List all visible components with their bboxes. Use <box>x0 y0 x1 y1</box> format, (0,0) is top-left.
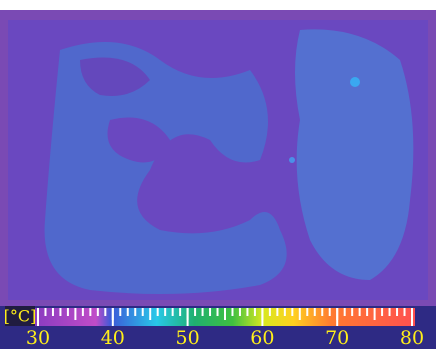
color-scale: [°C] <box>0 306 436 349</box>
thermal-image <box>0 10 436 306</box>
scale-label: 50 <box>176 327 200 349</box>
scale-label: 40 <box>101 327 125 349</box>
scale-label: 70 <box>325 327 349 349</box>
scale-label: 80 <box>400 327 424 349</box>
unit-label: [°C] <box>4 307 37 326</box>
scale-label: 60 <box>250 327 274 349</box>
thermal-view: [°C] 30 40 50 60 70 80 <box>0 0 436 349</box>
scale-label: 30 <box>26 327 50 349</box>
page: {"unit": "[°C]", "scale": {"ticks": [30,… <box>0 0 436 349</box>
